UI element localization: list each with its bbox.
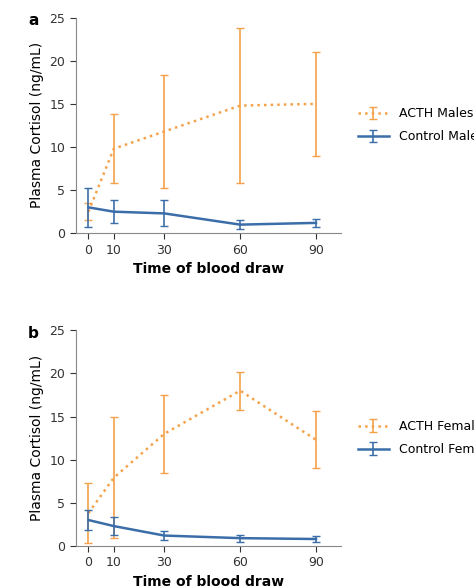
Legend: ACTH Males, Control Males: ACTH Males, Control Males (353, 102, 474, 149)
Y-axis label: Plasma Cortisol (ng/mL): Plasma Cortisol (ng/mL) (30, 42, 44, 208)
X-axis label: Time of blood draw: Time of blood draw (133, 262, 284, 276)
Y-axis label: Plasma Cortisol (ng/mL): Plasma Cortisol (ng/mL) (30, 355, 44, 521)
Text: a: a (28, 14, 38, 28)
Legend: ACTH Females, Control Females: ACTH Females, Control Females (353, 415, 474, 461)
X-axis label: Time of blood draw: Time of blood draw (133, 575, 284, 587)
Text: b: b (28, 326, 39, 341)
